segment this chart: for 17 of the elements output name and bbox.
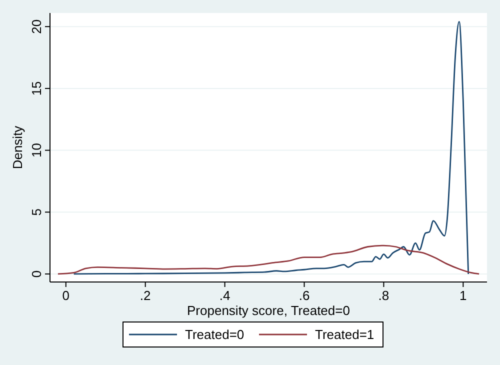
line-series — [57, 244, 480, 275]
y-axis-title: Density — [10, 125, 25, 170]
y-tick-label: 15 — [29, 81, 44, 96]
y-tick-label: 5 — [29, 208, 44, 216]
x-tick-label: .4 — [219, 288, 230, 303]
y-tick-label: 10 — [29, 143, 44, 158]
y-tick-label: 20 — [29, 19, 44, 34]
x-tick-label: .6 — [298, 288, 310, 303]
y-tick-label: 0 — [29, 270, 44, 278]
line-series — [73, 20, 470, 275]
x-tick-label: 1 — [460, 288, 467, 303]
x-axis-title: Propensity score, Treated=0 — [187, 303, 350, 318]
x-tick-label: 0 — [62, 288, 70, 303]
x-tick-label: .2 — [140, 288, 151, 303]
legend-label: Treated=0 — [185, 327, 244, 342]
legend-label: Treated=1 — [315, 327, 374, 342]
x-tick-label: .8 — [378, 288, 390, 303]
